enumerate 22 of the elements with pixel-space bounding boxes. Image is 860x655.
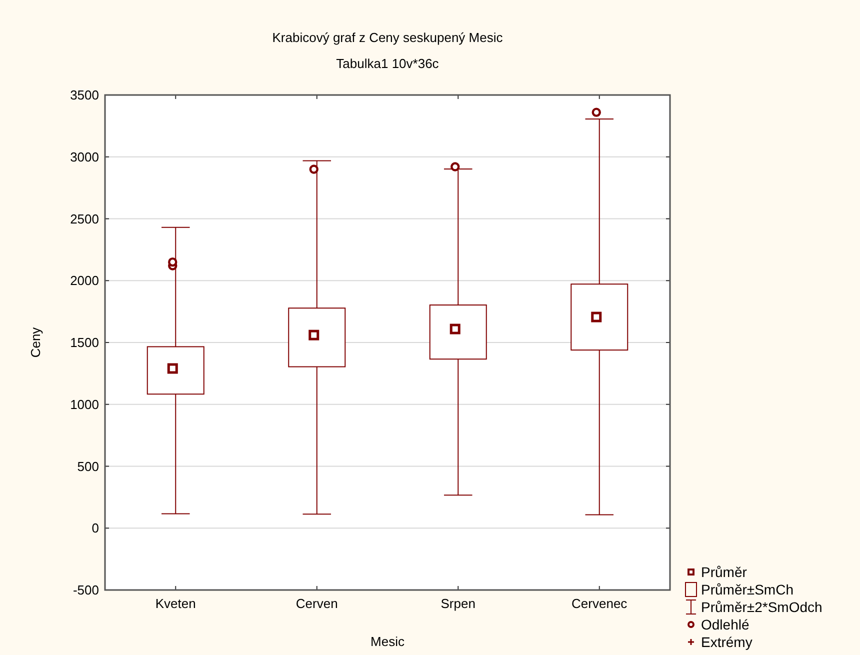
text: Průměr xyxy=(701,564,748,580)
x-tick-label: Cerven xyxy=(296,596,338,611)
x-tick-label: Srpen xyxy=(440,596,476,611)
chart-subtitle: Tabulka1 10v*36c xyxy=(336,56,440,71)
y-tick-label: 3000 xyxy=(70,149,99,164)
y-tick-label: 2000 xyxy=(70,273,99,288)
chart-title: Krabicový graf z Ceny seskupený Mesic xyxy=(272,30,504,45)
x-tick-label: Kveten xyxy=(155,596,196,611)
legend-label: Odlehlé xyxy=(701,616,750,632)
y-tick-label: 1000 xyxy=(70,396,99,412)
y-tick-label: 3500 xyxy=(70,88,99,103)
y-tick-label: 500 xyxy=(77,458,99,474)
text: Extrémy xyxy=(701,634,752,650)
y-tick-label: -500 xyxy=(72,582,99,598)
y-tick-label: 2500 xyxy=(70,211,99,226)
text: Průměr±2*SmOdch xyxy=(701,598,822,615)
x-axis-title: Mesic xyxy=(370,634,405,649)
y-tick-label: 0 xyxy=(92,520,99,536)
y-axis-title: Ceny xyxy=(28,326,43,358)
legend-label: Průměr±SmCh xyxy=(701,581,794,598)
y-tick-label: 1500 xyxy=(70,335,99,350)
x-tick-label: Cervenec xyxy=(572,596,628,611)
